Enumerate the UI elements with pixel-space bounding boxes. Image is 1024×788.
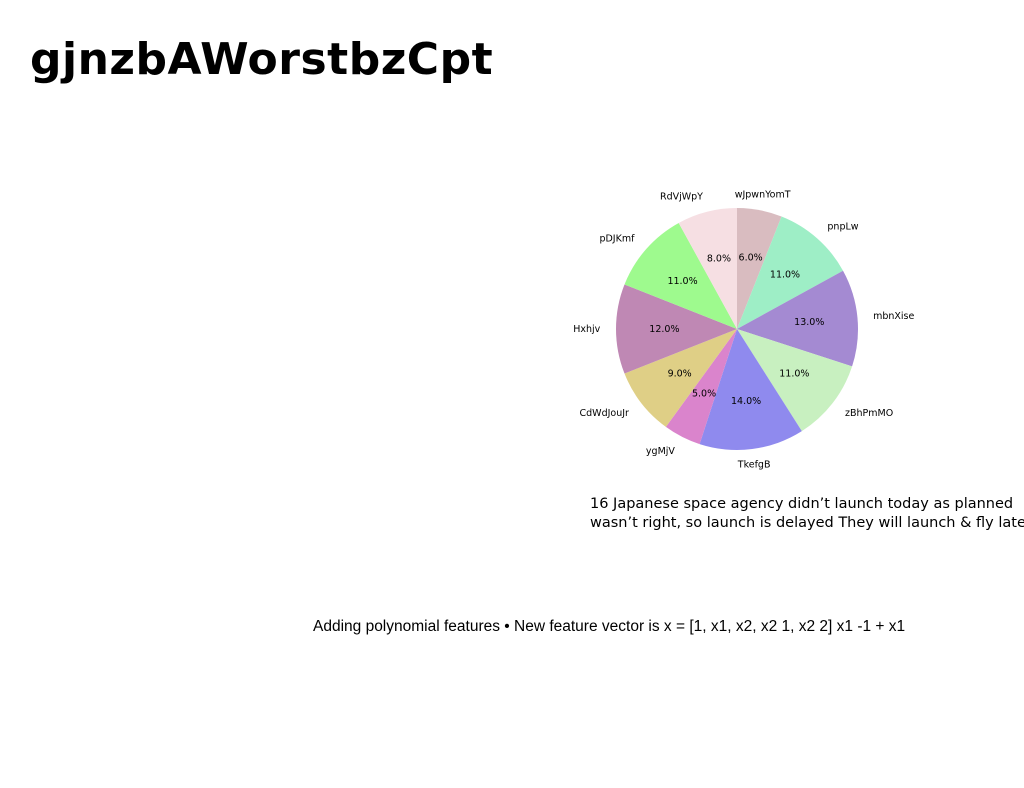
formula-text: Adding polynomial features • New feature…: [313, 618, 906, 635]
pie-slice-label: wJpwnYomT: [735, 190, 791, 201]
pie-pct-label: 6.0%: [739, 253, 763, 264]
pie-slice-label: ygMjV: [646, 446, 675, 457]
pie-pct-label: 13.0%: [794, 317, 824, 328]
caption-line-2: wasn’t right, so launch is delayed They …: [590, 515, 1024, 531]
pie-slice-label: zBhPmMO: [845, 408, 893, 419]
pie-chart: 6.0% wJpwnYomT 11.0% pnpLw 13.0% mbnXise 11.0%…: [560, 190, 920, 470]
pie-slice-Hxhjv: [616, 284, 737, 374]
pie-chart-svg: 6.0% wJpwnYomT 11.0% pnpLw 13.0% mbnXise 11.0%…: [573, 190, 914, 470]
pie-slice-label: RdVjWpY: [660, 192, 703, 203]
pie-slice-TkefgB: [699, 329, 802, 450]
pie-pct-label: 12.0%: [649, 324, 679, 335]
pie-slice-label: TkefgB: [737, 460, 771, 470]
pie-pct-label: 11.0%: [667, 276, 697, 287]
pie-slice-label: pnpLw: [827, 221, 858, 232]
pie-slice-label: Hxhjv: [573, 324, 600, 335]
caption-text: 16 Japanese space agency didn’t launch t…: [590, 495, 1024, 533]
pie-slice-zBhPmMO: [737, 329, 853, 432]
pie-slice-ygMjV: [665, 329, 737, 445]
pie-slice-RdVjWpY: [678, 208, 737, 329]
pie-slice-label: pDJKmf: [599, 234, 635, 245]
pie-slice-pDJKmf: [624, 222, 737, 329]
page-title: gjnzbAWorstbzCpt: [30, 34, 494, 85]
caption-line-1: 16 Japanese space agency didn’t launch t…: [590, 496, 1014, 512]
pie-pct-label: 9.0%: [668, 368, 692, 379]
pie-slice-mbnXise: [737, 270, 858, 367]
pie-slice-pnpLw: [737, 216, 844, 329]
pie-pct-label: 11.0%: [770, 270, 800, 281]
pie-pct-label: 11.0%: [779, 368, 809, 379]
pie-pct-label: 8.0%: [707, 254, 731, 265]
pie-pct-label: 5.0%: [692, 389, 716, 400]
pie-slice-label: mbnXise: [873, 311, 914, 322]
pie-slice-wJpwnYomT: [737, 208, 782, 329]
pie-slice-CdWdJouJr: [624, 329, 737, 427]
pie-slice-label: CdWdJouJr: [580, 408, 630, 419]
pie-pct-label: 14.0%: [731, 396, 761, 407]
